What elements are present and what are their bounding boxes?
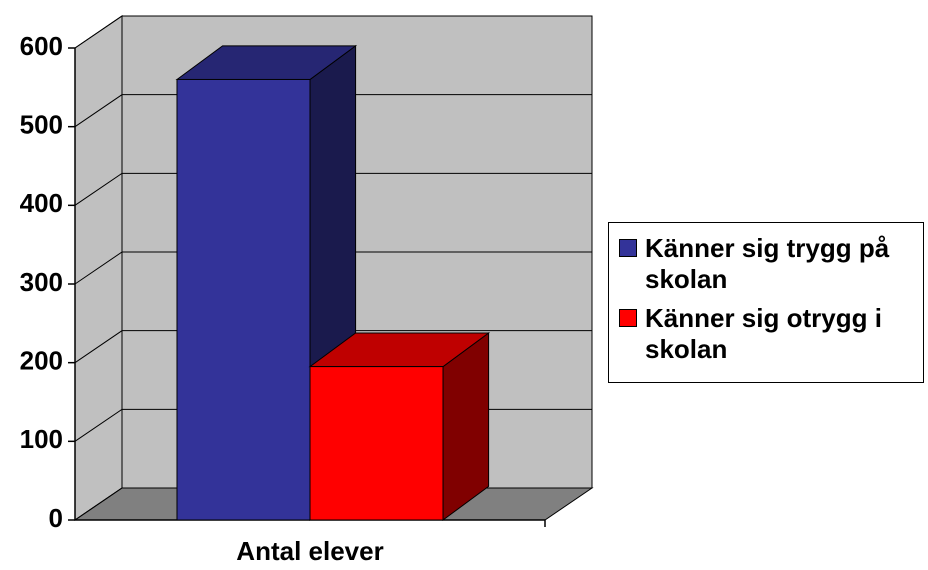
- legend: Känner sig trygg på skolan Känner sig otr…: [608, 222, 924, 383]
- y-tick-label: 300: [20, 267, 63, 297]
- grid-line: [74, 94, 592, 128]
- legend-swatch: [619, 239, 637, 257]
- legend-item: Känner sig otrygg i skolan: [615, 303, 917, 365]
- legend-swatch: [619, 309, 637, 327]
- y-tick-label: 500: [20, 110, 63, 140]
- legend-label: Känner sig trygg på skolan: [645, 233, 890, 294]
- grid-line: [74, 172, 592, 206]
- y-tick-label: 200: [20, 346, 63, 376]
- legend-label: Känner sig otrygg i skolan: [645, 303, 882, 364]
- grid-line: [74, 15, 592, 49]
- bar: [309, 366, 444, 521]
- y-tick-label: 100: [20, 424, 63, 454]
- y-tick-label: 600: [20, 31, 63, 61]
- x-tick-label: Antal elever: [236, 536, 383, 566]
- bar: [176, 78, 311, 521]
- y-tick-label: 400: [20, 188, 63, 218]
- y-tick-label: 0: [49, 503, 63, 533]
- legend-item: Känner sig trygg på skolan: [615, 233, 917, 295]
- grid-line: [74, 330, 592, 364]
- grid-line: [74, 251, 592, 285]
